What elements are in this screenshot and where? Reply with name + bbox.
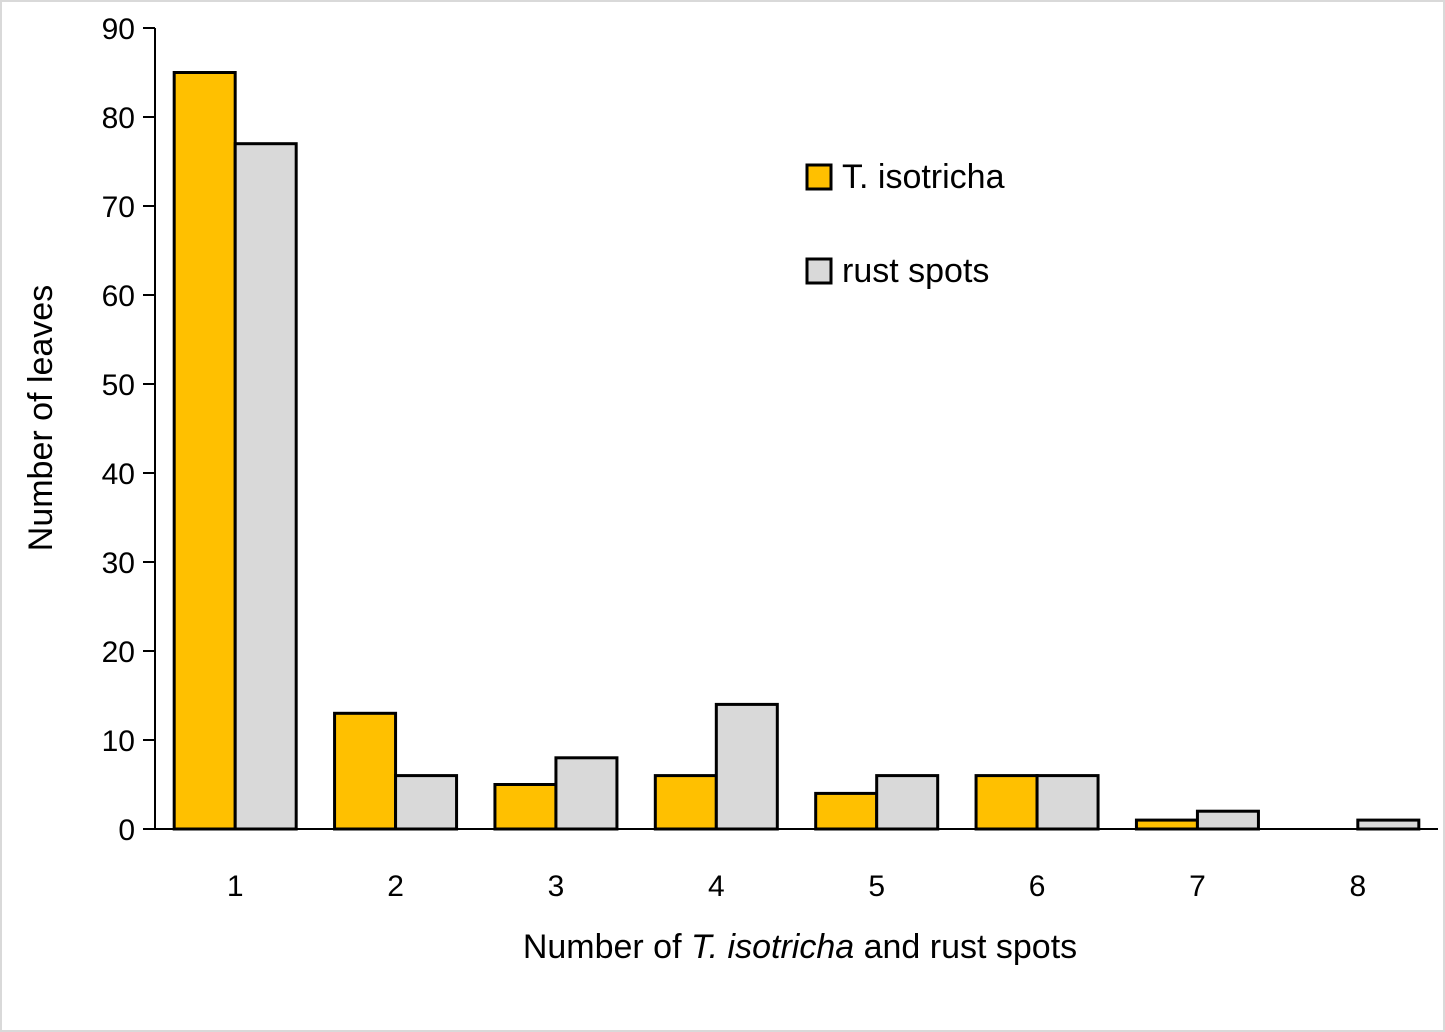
y-axis-title: Number of leaves [22,285,60,551]
y-tick-label: 30 [102,547,135,580]
bar-rust-spots-6 [1035,774,1100,831]
x-tick-label: 4 [708,870,725,903]
y-tick-label: 80 [102,102,135,135]
x-tick-label: 3 [548,870,565,903]
x-tick-label: 7 [1189,870,1206,903]
y-tick-label: 0 [118,814,135,847]
y-tick-label: 50 [102,369,135,402]
bar-t-isotricha-3 [493,783,558,831]
bar-rust-spots-5 [875,774,940,831]
x-tick-label: 2 [387,870,404,903]
x-tick-label: 8 [1349,870,1366,903]
legend-swatch [805,257,833,285]
bar-rust-spots-1 [233,142,298,831]
x-tick-label: 5 [868,870,885,903]
bar-t-isotricha-5 [814,791,879,831]
legend-swatch [805,163,833,191]
bars [172,71,1421,831]
y-tick-label: 90 [102,13,135,46]
bar-rust-spots-3 [554,756,619,831]
bar-rust-spots-8 [1356,818,1421,831]
x-axis-title: Number of T. isotricha and rust spots [523,928,1077,966]
legend-label: rust spots [842,252,989,290]
bar-rust-spots-7 [1195,809,1260,831]
bar-t-isotricha-4 [653,774,718,831]
x-axis: 1 2 3 4 5 6 7 8 [155,828,1438,903]
y-tick-label: 40 [102,458,135,491]
bar-t-isotricha-1 [172,71,237,831]
x-axis-title-part: and rust spots [854,928,1077,966]
y-tick-label: 10 [102,725,135,758]
legend-label: T. isotricha [842,158,1005,196]
y-tick-label: 60 [102,280,135,313]
y-tick-label: 20 [102,636,135,669]
bar-t-isotricha-2 [333,711,398,831]
bar-rust-spots-2 [394,774,459,831]
bar-t-isotricha-6 [974,774,1039,831]
legend: T. isotricha rust spots [805,158,1005,290]
bar-t-isotricha-7 [1134,818,1199,831]
x-axis-title-part: T. isotricha [691,928,854,966]
y-axis: 0 10 20 30 40 50 60 70 80 90 [102,13,156,847]
x-tick-label: 6 [1029,870,1046,903]
bar-rust-spots-4 [714,702,779,831]
x-axis-title-part: Number of [523,928,691,966]
y-tick-label: 70 [102,191,135,224]
x-tick-label: 1 [227,870,244,903]
